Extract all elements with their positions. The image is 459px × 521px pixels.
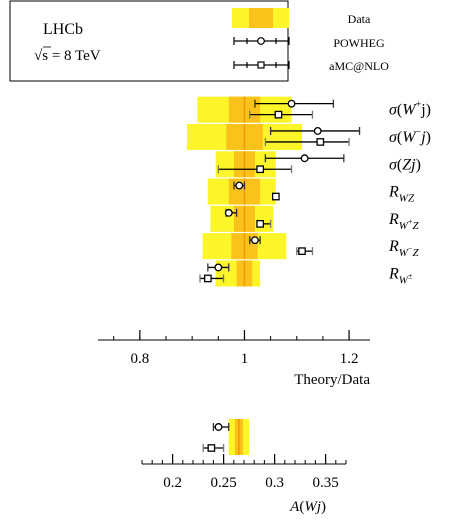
asymmetry-band xyxy=(228,419,250,455)
legend: LHCb √s = 8 TeV Data POWHEG aMC@NLO xyxy=(9,0,389,82)
asymmetry-x-axis-label: A(Wj) xyxy=(289,499,326,515)
ratio-panel: 0.8 1 1.2 σ(W+j)σ(W−j)σ(Zj)RWZRW+ZRW−ZRW± … xyxy=(98,96,431,388)
row-label-part: − xyxy=(416,127,422,138)
row-label-part: R xyxy=(388,265,399,282)
powheg-marker xyxy=(287,99,296,108)
row-label-part: Z xyxy=(412,247,419,259)
row-label-part: ( xyxy=(397,156,402,173)
row-label-part: ( xyxy=(397,129,402,146)
legend-label-data: Data xyxy=(348,12,371,26)
row-label-part: + xyxy=(416,100,422,111)
row-label-part: j xyxy=(419,129,426,146)
row-label-part: Zj xyxy=(402,156,416,173)
powheg-marker xyxy=(224,208,233,217)
amcnlo-marker xyxy=(256,165,265,174)
amcnlo-marker xyxy=(274,110,283,119)
powheg-marker xyxy=(313,126,322,135)
row-label: RW+Z xyxy=(388,211,419,232)
row-label: σ(Zj) xyxy=(389,156,421,173)
row-label-part: ) xyxy=(416,156,421,173)
legend-band-inner-swatch xyxy=(249,8,273,28)
row-label-part: σ xyxy=(389,129,398,146)
legend-energy-prefix: √s = xyxy=(34,48,64,64)
x-tick-label: 0.25 xyxy=(210,475,236,491)
ratio-x-axis: 0.8 1 1.2 xyxy=(98,330,370,367)
amcnlo-marker xyxy=(316,138,325,146)
asym-amcnlo-marker xyxy=(207,444,216,452)
x-tick-label: 0.3 xyxy=(265,475,284,491)
row-label: RWZ xyxy=(388,184,415,205)
row-label-part: σ xyxy=(389,102,398,119)
x-tick-label: 0.2 xyxy=(163,475,182,491)
legend-label-powheg: POWHEG xyxy=(333,36,385,50)
x-tick-label: 1 xyxy=(241,351,249,367)
ratio-bands xyxy=(186,96,302,287)
asymmetry-x-axis: 0.2 0.25 0.3 0.35 xyxy=(141,454,347,491)
x-tick-label: 0.8 xyxy=(130,351,149,367)
row-label-part: σ xyxy=(389,156,398,173)
row-label-part: R xyxy=(388,238,399,255)
row-label-part: ) xyxy=(426,129,431,146)
row-label-part: Z xyxy=(412,220,419,232)
x-tick-label: 0.35 xyxy=(312,475,338,491)
row-label: σ(W−j) xyxy=(389,127,431,146)
ratio-markers xyxy=(199,99,361,283)
amcnlo-marker xyxy=(203,274,212,283)
row-label-part: W xyxy=(402,129,417,146)
powheg-marker xyxy=(300,154,309,163)
ratio-x-axis-label: Theory/Data xyxy=(294,372,370,388)
legend-label-amcnlo: aMC@NLO xyxy=(329,59,389,73)
row-label-part: − xyxy=(408,244,413,253)
x-tick-label: 1.2 xyxy=(340,351,359,367)
amcnlo-marker xyxy=(298,247,306,255)
row-label-part: R xyxy=(388,184,399,201)
row-label: RW−Z xyxy=(388,238,419,259)
row-label-part: + xyxy=(408,217,413,226)
row-label-part: j) xyxy=(420,102,431,119)
legend-energy-value: 8 TeV xyxy=(64,48,101,64)
row-label-part: ( xyxy=(397,102,402,119)
amcnlo-marker xyxy=(256,219,265,228)
row-label-part: W xyxy=(399,274,409,286)
powheg-marker xyxy=(235,181,244,190)
row-label-part: R xyxy=(388,211,399,228)
row-label-part: W xyxy=(399,220,409,232)
row-label: RW± xyxy=(388,265,413,286)
legend-powheg-marker xyxy=(233,37,290,45)
row-label-part: WZ xyxy=(399,193,415,205)
row-label: σ(W+j) xyxy=(389,100,431,119)
asymmetry-panel: 0.2 0.25 0.3 0.35 A(Wj) xyxy=(141,419,347,515)
asymmetry-markers xyxy=(202,423,230,452)
row-label-part: W xyxy=(399,247,409,259)
legend-experiment: LHCb xyxy=(43,21,83,38)
amcnlo-marker xyxy=(271,192,280,201)
legend-amcnlo-marker xyxy=(233,61,290,69)
row-label-part: ± xyxy=(408,271,413,280)
legend-energy: √s = 8 TeV xyxy=(34,48,101,64)
row-label-part: W xyxy=(402,102,417,119)
powheg-marker xyxy=(250,236,259,245)
powheg-marker xyxy=(214,263,223,272)
asym-powheg-marker xyxy=(214,423,223,431)
